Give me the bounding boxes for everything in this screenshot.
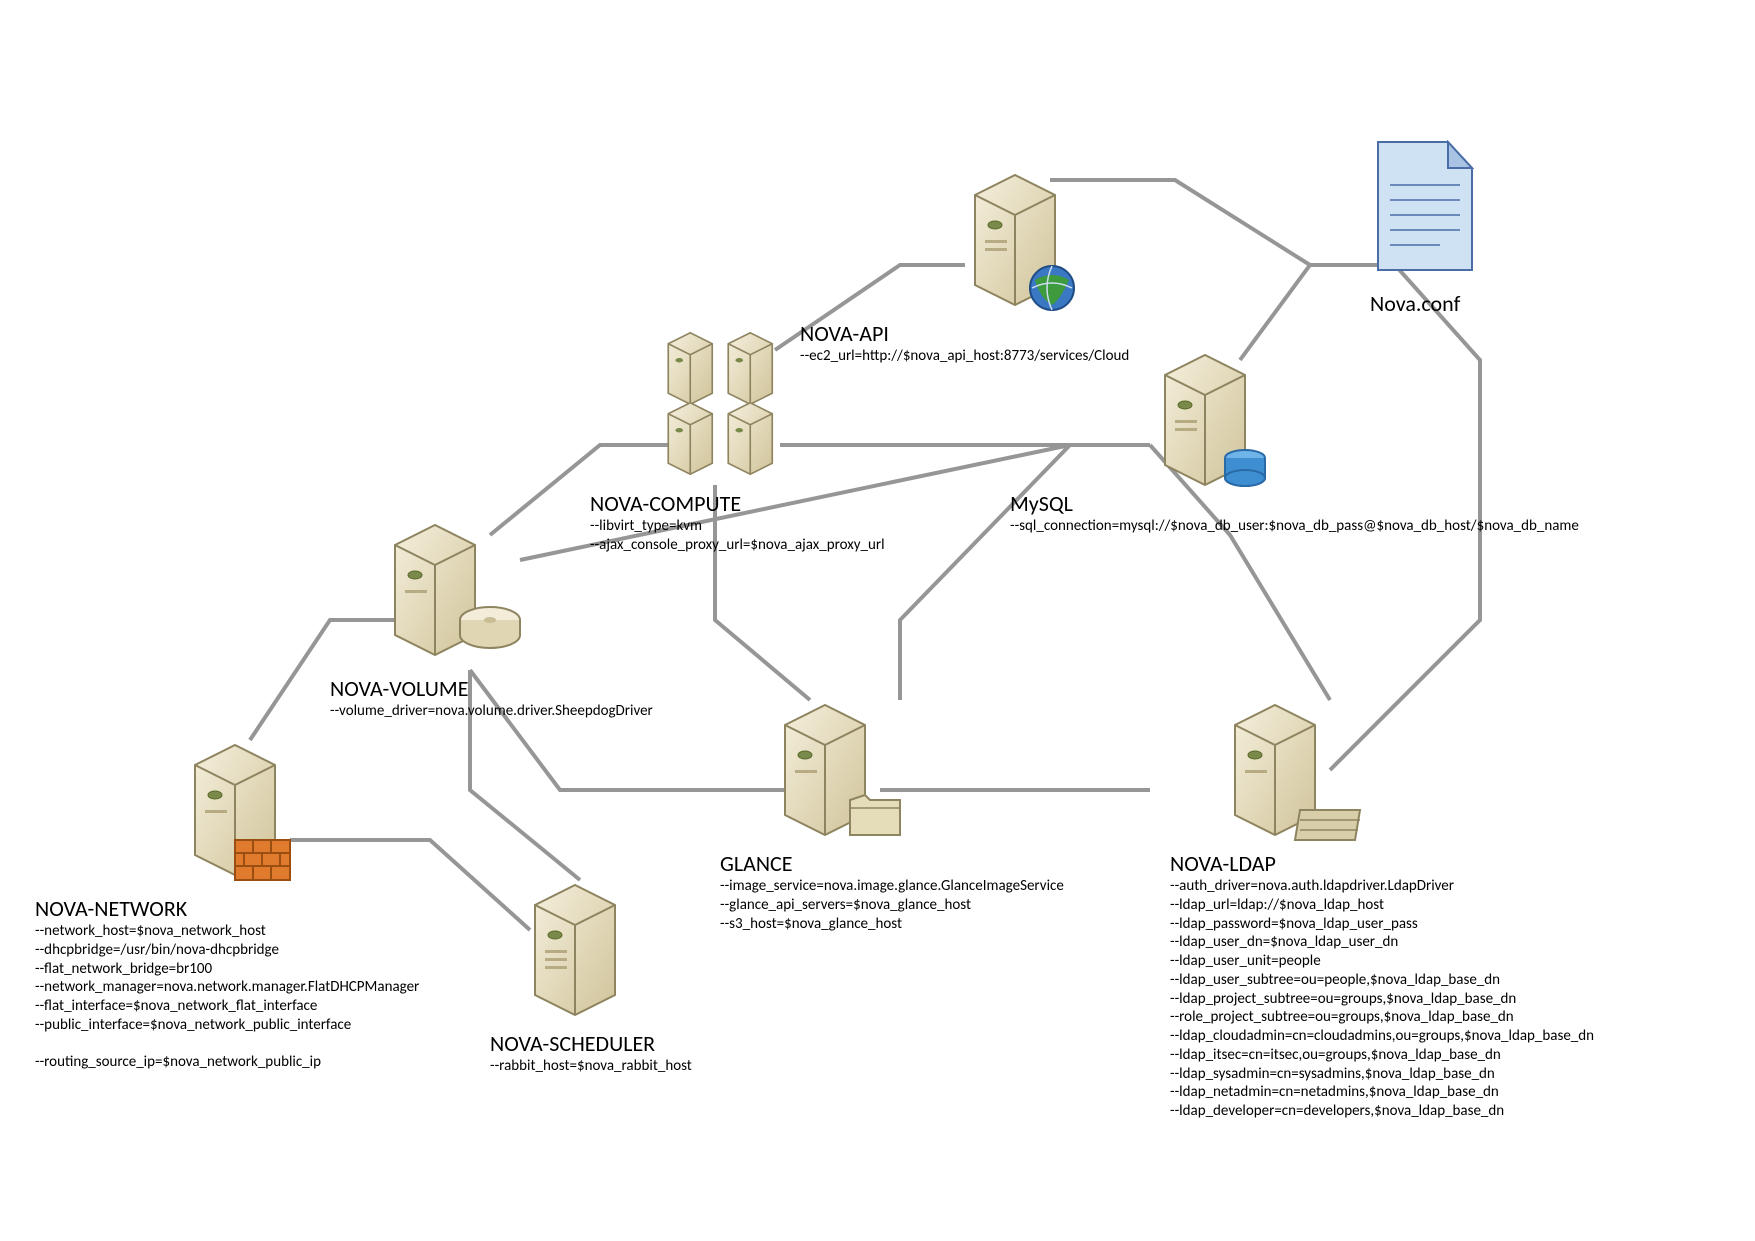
nova-network-block: NOVA-NETWORK --network_host=$nova_networ… xyxy=(35,895,419,1072)
nova-conf-label: Nova.conf xyxy=(1370,290,1460,317)
nova-volume-block: NOVA-VOLUME --volume_driver=nova.volume.… xyxy=(330,675,653,721)
nova-conf-icon xyxy=(1370,140,1480,275)
nova-volume-title: NOVA-VOLUME xyxy=(330,675,653,702)
mysql-title: MySQL xyxy=(1010,490,1579,517)
nova-volume-cfg: --volume_driver=nova.volume.driver.Sheep… xyxy=(330,702,653,721)
nova-api-icon xyxy=(960,170,1080,320)
nova-compute-title: NOVA-COMPUTE xyxy=(590,490,885,517)
glance-title: GLANCE xyxy=(720,850,1064,877)
nova-api-title: NOVA-API xyxy=(800,320,1129,347)
glance-block: GLANCE --image_service=nova.image.glance… xyxy=(720,850,1064,933)
nova-ldap-cfg: --auth_driver=nova.auth.ldapdriver.LdapD… xyxy=(1170,877,1594,1121)
nova-ldap-icon xyxy=(1220,700,1370,855)
nova-api-block: NOVA-API --ec2_url=http://$nova_api_host… xyxy=(800,320,1129,366)
nova-compute-block: NOVA-COMPUTE --libvirt_type=kvm--ajax_co… xyxy=(590,490,885,555)
mysql-cfg: --sql_connection=mysql://$nova_db_user:$… xyxy=(1010,517,1579,536)
mysql-icon xyxy=(1150,350,1270,500)
nova-ldap-block: NOVA-LDAP --auth_driver=nova.auth.ldapdr… xyxy=(1170,850,1594,1121)
nova-scheduler-cfg: --rabbit_host=$nova_rabbit_host xyxy=(490,1057,692,1076)
nova-scheduler-title: NOVA-SCHEDULER xyxy=(490,1030,692,1057)
nova-conf-title: Nova.conf xyxy=(1370,290,1460,317)
nova-volume-icon xyxy=(380,520,530,680)
nova-scheduler-block: NOVA-SCHEDULER --rabbit_host=$nova_rabbi… xyxy=(490,1030,692,1076)
mysql-block: MySQL --sql_connection=mysql://$nova_db_… xyxy=(1010,490,1579,536)
nova-ldap-title: NOVA-LDAP xyxy=(1170,850,1594,877)
nova-scheduler-icon xyxy=(520,880,630,1030)
glance-icon xyxy=(770,700,910,855)
nova-compute-icon xyxy=(650,320,810,490)
nova-api-cfg: --ec2_url=http://$nova_api_host:8773/ser… xyxy=(800,347,1129,366)
nova-compute-cfg: --libvirt_type=kvm--ajax_console_proxy_u… xyxy=(590,517,885,555)
glance-cfg: --image_service=nova.image.glance.Glance… xyxy=(720,877,1064,933)
nova-network-icon xyxy=(180,740,310,900)
nova-network-title: NOVA-NETWORK xyxy=(35,895,419,922)
nova-network-cfg: --network_host=$nova_network_host--dhcpb… xyxy=(35,922,419,1072)
